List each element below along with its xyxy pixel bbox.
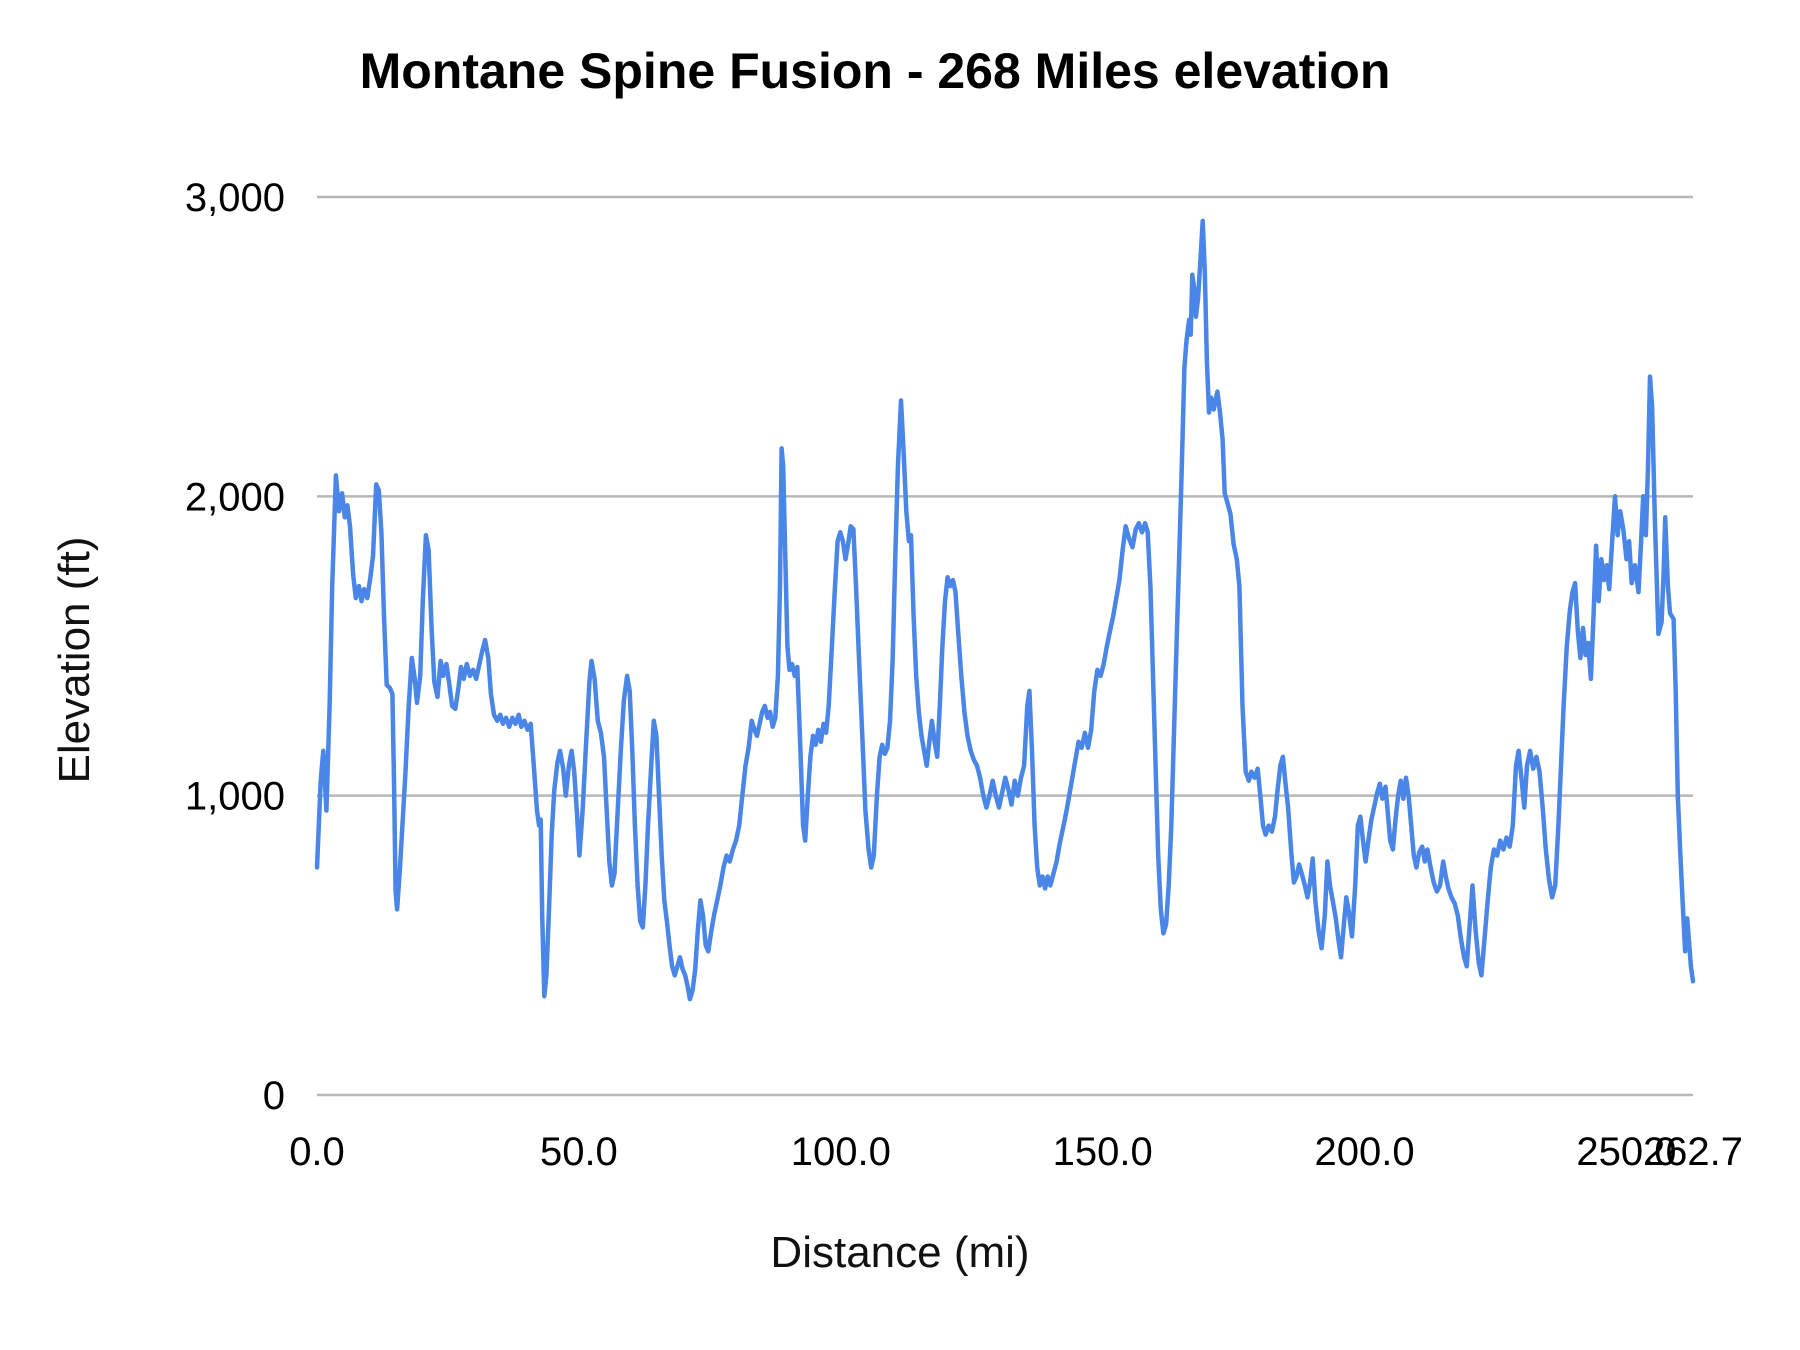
y-tick-label: 3,000 <box>185 176 285 220</box>
series-lines <box>314 218 1696 1002</box>
x-axis-title: Distance (mi) <box>770 1228 1030 1277</box>
y-tick-label: 2,000 <box>185 475 285 519</box>
gridlines <box>317 195 1693 1097</box>
x-tick-label: 250.0 <box>1576 1130 1676 1174</box>
y-tick-labels: 0 1,000 2,000 3,000 <box>185 176 285 1118</box>
x-tick-label: 0.0 <box>289 1130 345 1174</box>
x-tick-label: 200.0 <box>1315 1130 1415 1174</box>
x-tick-label: 150.0 <box>1053 1130 1153 1174</box>
y-tick-label: 0 <box>263 1074 285 1118</box>
x-tick-label: 262.7 <box>1643 1130 1743 1174</box>
chart-title: Montane Spine Fusion - 268 Miles elevati… <box>359 43 1391 99</box>
y-tick-label: 1,000 <box>185 775 285 819</box>
elevation-line <box>314 218 1696 1002</box>
x-tick-label: 100.0 <box>791 1130 891 1174</box>
x-tick-label: 50.0 <box>540 1130 618 1174</box>
